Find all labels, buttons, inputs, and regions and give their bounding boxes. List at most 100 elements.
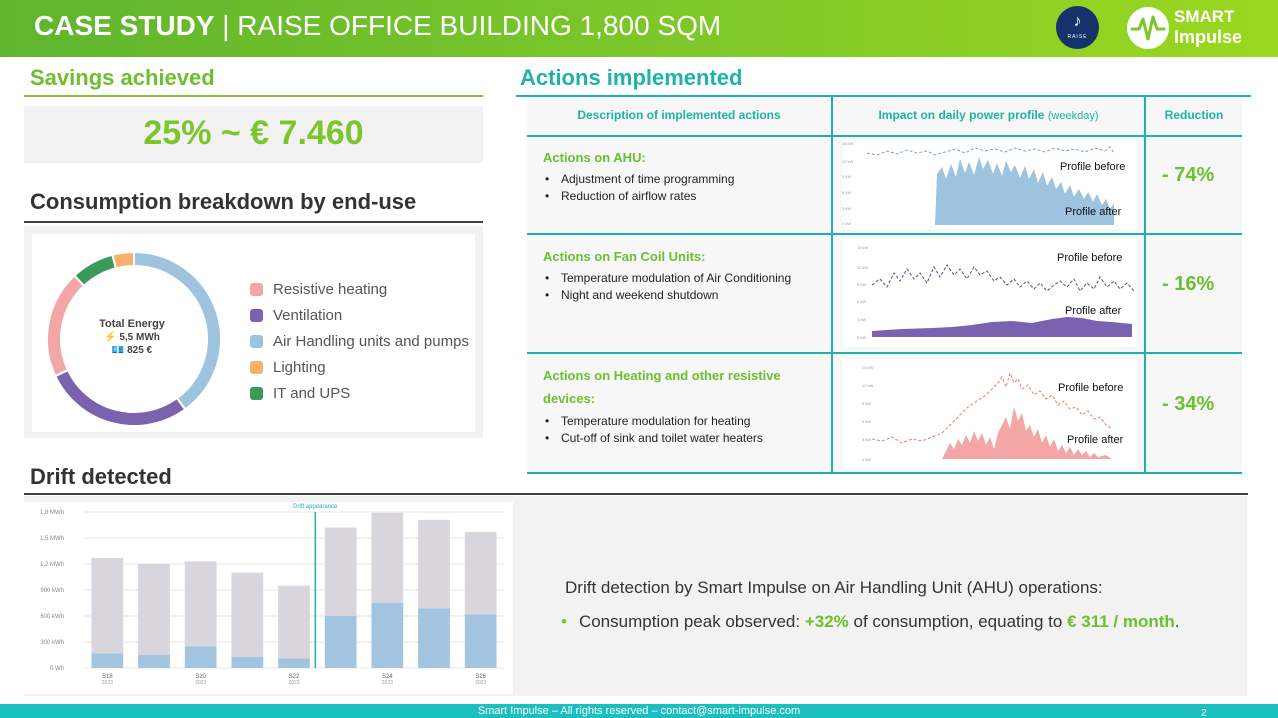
legend-swatch (250, 335, 263, 348)
header-bar: CASE STUDY | RAISE OFFICE BUILDING 1,800… (0, 0, 1278, 57)
total-energy-label: Total Energy (99, 318, 165, 330)
raise-logo-text: RAISE (1067, 34, 1088, 40)
x-tick-label: S20 (195, 674, 206, 680)
consumption-panel: Total Energy ⚡ 5,5 MWh 💶 825 € Resistive… (24, 226, 483, 438)
footer: Smart Impulse – All rights reserved – co… (0, 704, 1278, 718)
drift-bullet: • Consumption peak observed: +32% of cons… (561, 612, 1180, 631)
bar-segment (184, 561, 217, 647)
bar-segment (138, 655, 170, 668)
bar-segment (278, 658, 310, 668)
drift-rule (24, 493, 1248, 495)
donut-slice (73, 253, 118, 288)
legend-label: Lighting (273, 359, 326, 376)
consumption-rule (24, 221, 483, 223)
savings-box: 25% ~ € 7.460 (24, 106, 483, 163)
svg-text:6 kW: 6 kW (842, 190, 851, 195)
svg-text:12 kW: 12 kW (862, 383, 874, 388)
profile-after-label: Profile after (1065, 206, 1122, 218)
savings-heading: Savings achieved (30, 65, 215, 90)
svg-text:6 kW: 6 kW (857, 299, 866, 304)
action-title: Actions on Heating and other resistive d… (543, 368, 781, 406)
table-header-line (527, 135, 1242, 137)
savings-rule (24, 95, 483, 97)
bar-segment (371, 512, 404, 603)
list-item: Night and weekend shutdown (543, 287, 791, 304)
legend-label: Resistive heating (273, 281, 388, 298)
raise-logo: ♪ RAISE (1056, 6, 1099, 49)
reduction-value: - 34% (1162, 393, 1215, 415)
svg-text:9 kW: 9 kW (862, 401, 871, 406)
list-item: Cut-off of sink and toilet water heaters (543, 430, 763, 447)
legend-swatch (250, 387, 263, 400)
heating-profile-chart: 15 kW 12 kW 9 kW 6 kW 3 kW 0 kW Profile befor… (842, 359, 1137, 469)
bar-segment (184, 646, 217, 668)
bar-segment (231, 656, 264, 668)
y-tick-label: 1,2 MWh (40, 562, 64, 568)
actions-rule (516, 95, 1251, 97)
list-item: Adjustment of time programming (543, 171, 734, 188)
page-title: CASE STUDY | RAISE OFFICE BUILDING 1,800… (34, 10, 722, 41)
legend-label: Ventilation (273, 307, 343, 324)
y-tick-label: 0 Wh (50, 666, 64, 672)
action-bullets: Temperature modulation for heating Cut-o… (543, 413, 763, 447)
bar-segment (324, 616, 357, 668)
svg-text:9 kW: 9 kW (857, 282, 866, 287)
drift-heading: Drift detected (30, 464, 172, 489)
list-item: Temperature modulation of Air Conditioni… (543, 270, 791, 287)
bar-segment (464, 614, 497, 668)
donut-slice (53, 368, 187, 427)
svg-text:9 kW: 9 kW (842, 174, 851, 179)
list-item: Reduction of airflow rates (543, 188, 734, 205)
profile-before-label: Profile before (1057, 252, 1123, 264)
reduction-value: - 16% (1162, 273, 1215, 295)
x-tick-year: 2023 (475, 680, 486, 686)
y-tick-label: 1,5 MWh (40, 536, 64, 542)
smart-impulse-logo: SMART Impulse (1127, 7, 1247, 49)
svg-text:3 kW: 3 kW (842, 206, 851, 211)
page-number: 2 (1201, 708, 1207, 718)
x-tick-label: S18 (102, 674, 113, 680)
donut-chart (46, 250, 222, 427)
svg-text:12 kW: 12 kW (857, 265, 869, 270)
column-header-reduction: Reduction (1164, 108, 1224, 122)
bar-segment (91, 653, 124, 668)
ahu-profile-chart: 15 kW 12 kW 9 kW 6 kW 3 kW 0 kW Profile befor… (842, 139, 1137, 229)
x-tick-label: S22 (289, 674, 300, 680)
x-tick-year: 2023 (102, 680, 113, 686)
table-row-line (527, 233, 1242, 235)
x-tick-year: 2023 (288, 680, 299, 686)
action-bullets: Temperature modulation of Air Conditioni… (543, 270, 791, 304)
bar-segment (231, 572, 264, 657)
table-bottom-line (527, 472, 1242, 474)
column-header-impact: Impact on daily power profile (weekday) (878, 108, 1099, 122)
list-item: Temperature modulation for heating (543, 413, 763, 430)
total-cost-value: 💶 825 € (111, 345, 153, 356)
svg-text:12 kW: 12 kW (842, 159, 854, 164)
profile-before-label: Profile before (1060, 161, 1126, 173)
bar-segment (418, 519, 450, 609)
bar-segment (91, 557, 124, 654)
svg-text:3 kW: 3 kW (862, 437, 871, 442)
raise-logo-mark-icon: ♪ (1073, 13, 1082, 30)
profile-before-label: Profile before (1058, 382, 1124, 394)
svg-text:15 kW: 15 kW (862, 365, 874, 370)
profile-after-label: Profile after (1067, 434, 1124, 446)
svg-text:3 kW: 3 kW (857, 317, 866, 322)
action-title: Actions on Fan Coil Units: (543, 249, 706, 264)
y-tick-label: 900 kWh (40, 588, 64, 594)
bar-segment (418, 608, 450, 668)
y-tick-label: 1,8 MWh (40, 510, 64, 516)
bar-segment (464, 531, 497, 615)
footer-text: Smart Impulse – All rights reserved – co… (477, 705, 801, 717)
svg-text:0 kW: 0 kW (842, 221, 851, 226)
svg-text:0 kW: 0 kW (857, 335, 866, 340)
donut-slice (111, 250, 135, 270)
y-tick-label: 600 kWh (40, 614, 64, 620)
legend-swatch (250, 283, 263, 296)
x-tick-label: S26 (475, 674, 486, 680)
x-tick-year: 2023 (195, 680, 206, 686)
actions-table: Description of implemented actions Impac… (527, 97, 1242, 474)
action-bullets: Adjustment of time programming Reduction… (543, 171, 734, 205)
drift-chart-card: 0 Wh 300 kWh 600 kWh 900 kWh 1,2 MWh 1,5 MWh 1… (24, 502, 513, 694)
total-energy-value: ⚡ 5,5 MWh (104, 332, 160, 343)
